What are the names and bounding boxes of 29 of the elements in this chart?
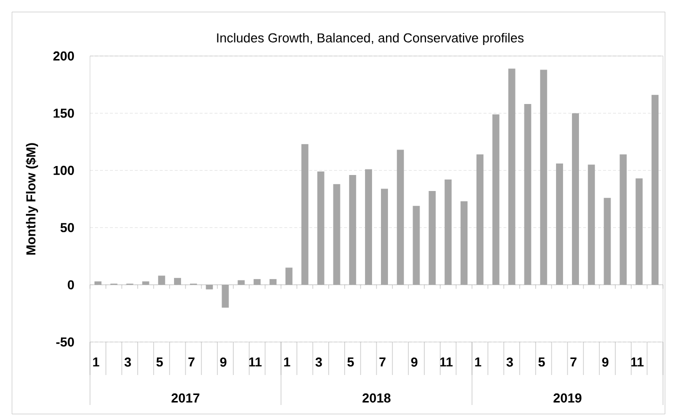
x-tick-label: 7: [379, 358, 386, 366]
x-tick-label: 3: [315, 358, 322, 367]
y-axis-title: Monthly Flow ($M): [26, 143, 38, 255]
x-tick-label: 11: [249, 358, 262, 366]
x-tick-label: 1: [284, 358, 290, 366]
x-tick-label: 7: [570, 358, 576, 366]
y-tick-label: 200: [53, 51, 74, 61]
chart-title: Includes Growth, Balanced, and Conservative profiles: [217, 32, 524, 46]
x-tick-label: 7: [188, 358, 194, 366]
text: 2017: [172, 393, 200, 403]
text: 2018: [362, 393, 391, 403]
x-tick-label: 9: [602, 358, 608, 367]
x-tick-label: 11: [440, 358, 453, 366]
y-tick-label: 100: [54, 166, 74, 175]
x-tick-label: 1: [475, 358, 482, 366]
x-tick-label: 5: [347, 358, 354, 367]
x-tick-label: 11: [631, 358, 644, 366]
x-tick-label: 5: [538, 358, 545, 367]
x-tick-label: 5: [156, 358, 163, 367]
y-tick-label: 0: [68, 280, 74, 290]
x-tick-label: 9: [220, 358, 226, 367]
x-tick-label: 1: [93, 358, 100, 366]
y-tick-label: -50: [56, 337, 74, 347]
y-tick-label: 150: [54, 108, 74, 118]
text: 2019: [554, 393, 582, 403]
x-tick-label: 3: [506, 358, 513, 367]
y-tick-label: 50: [60, 223, 74, 232]
x-tick-label: 9: [411, 358, 418, 367]
x-tick-label: 3: [124, 358, 131, 367]
